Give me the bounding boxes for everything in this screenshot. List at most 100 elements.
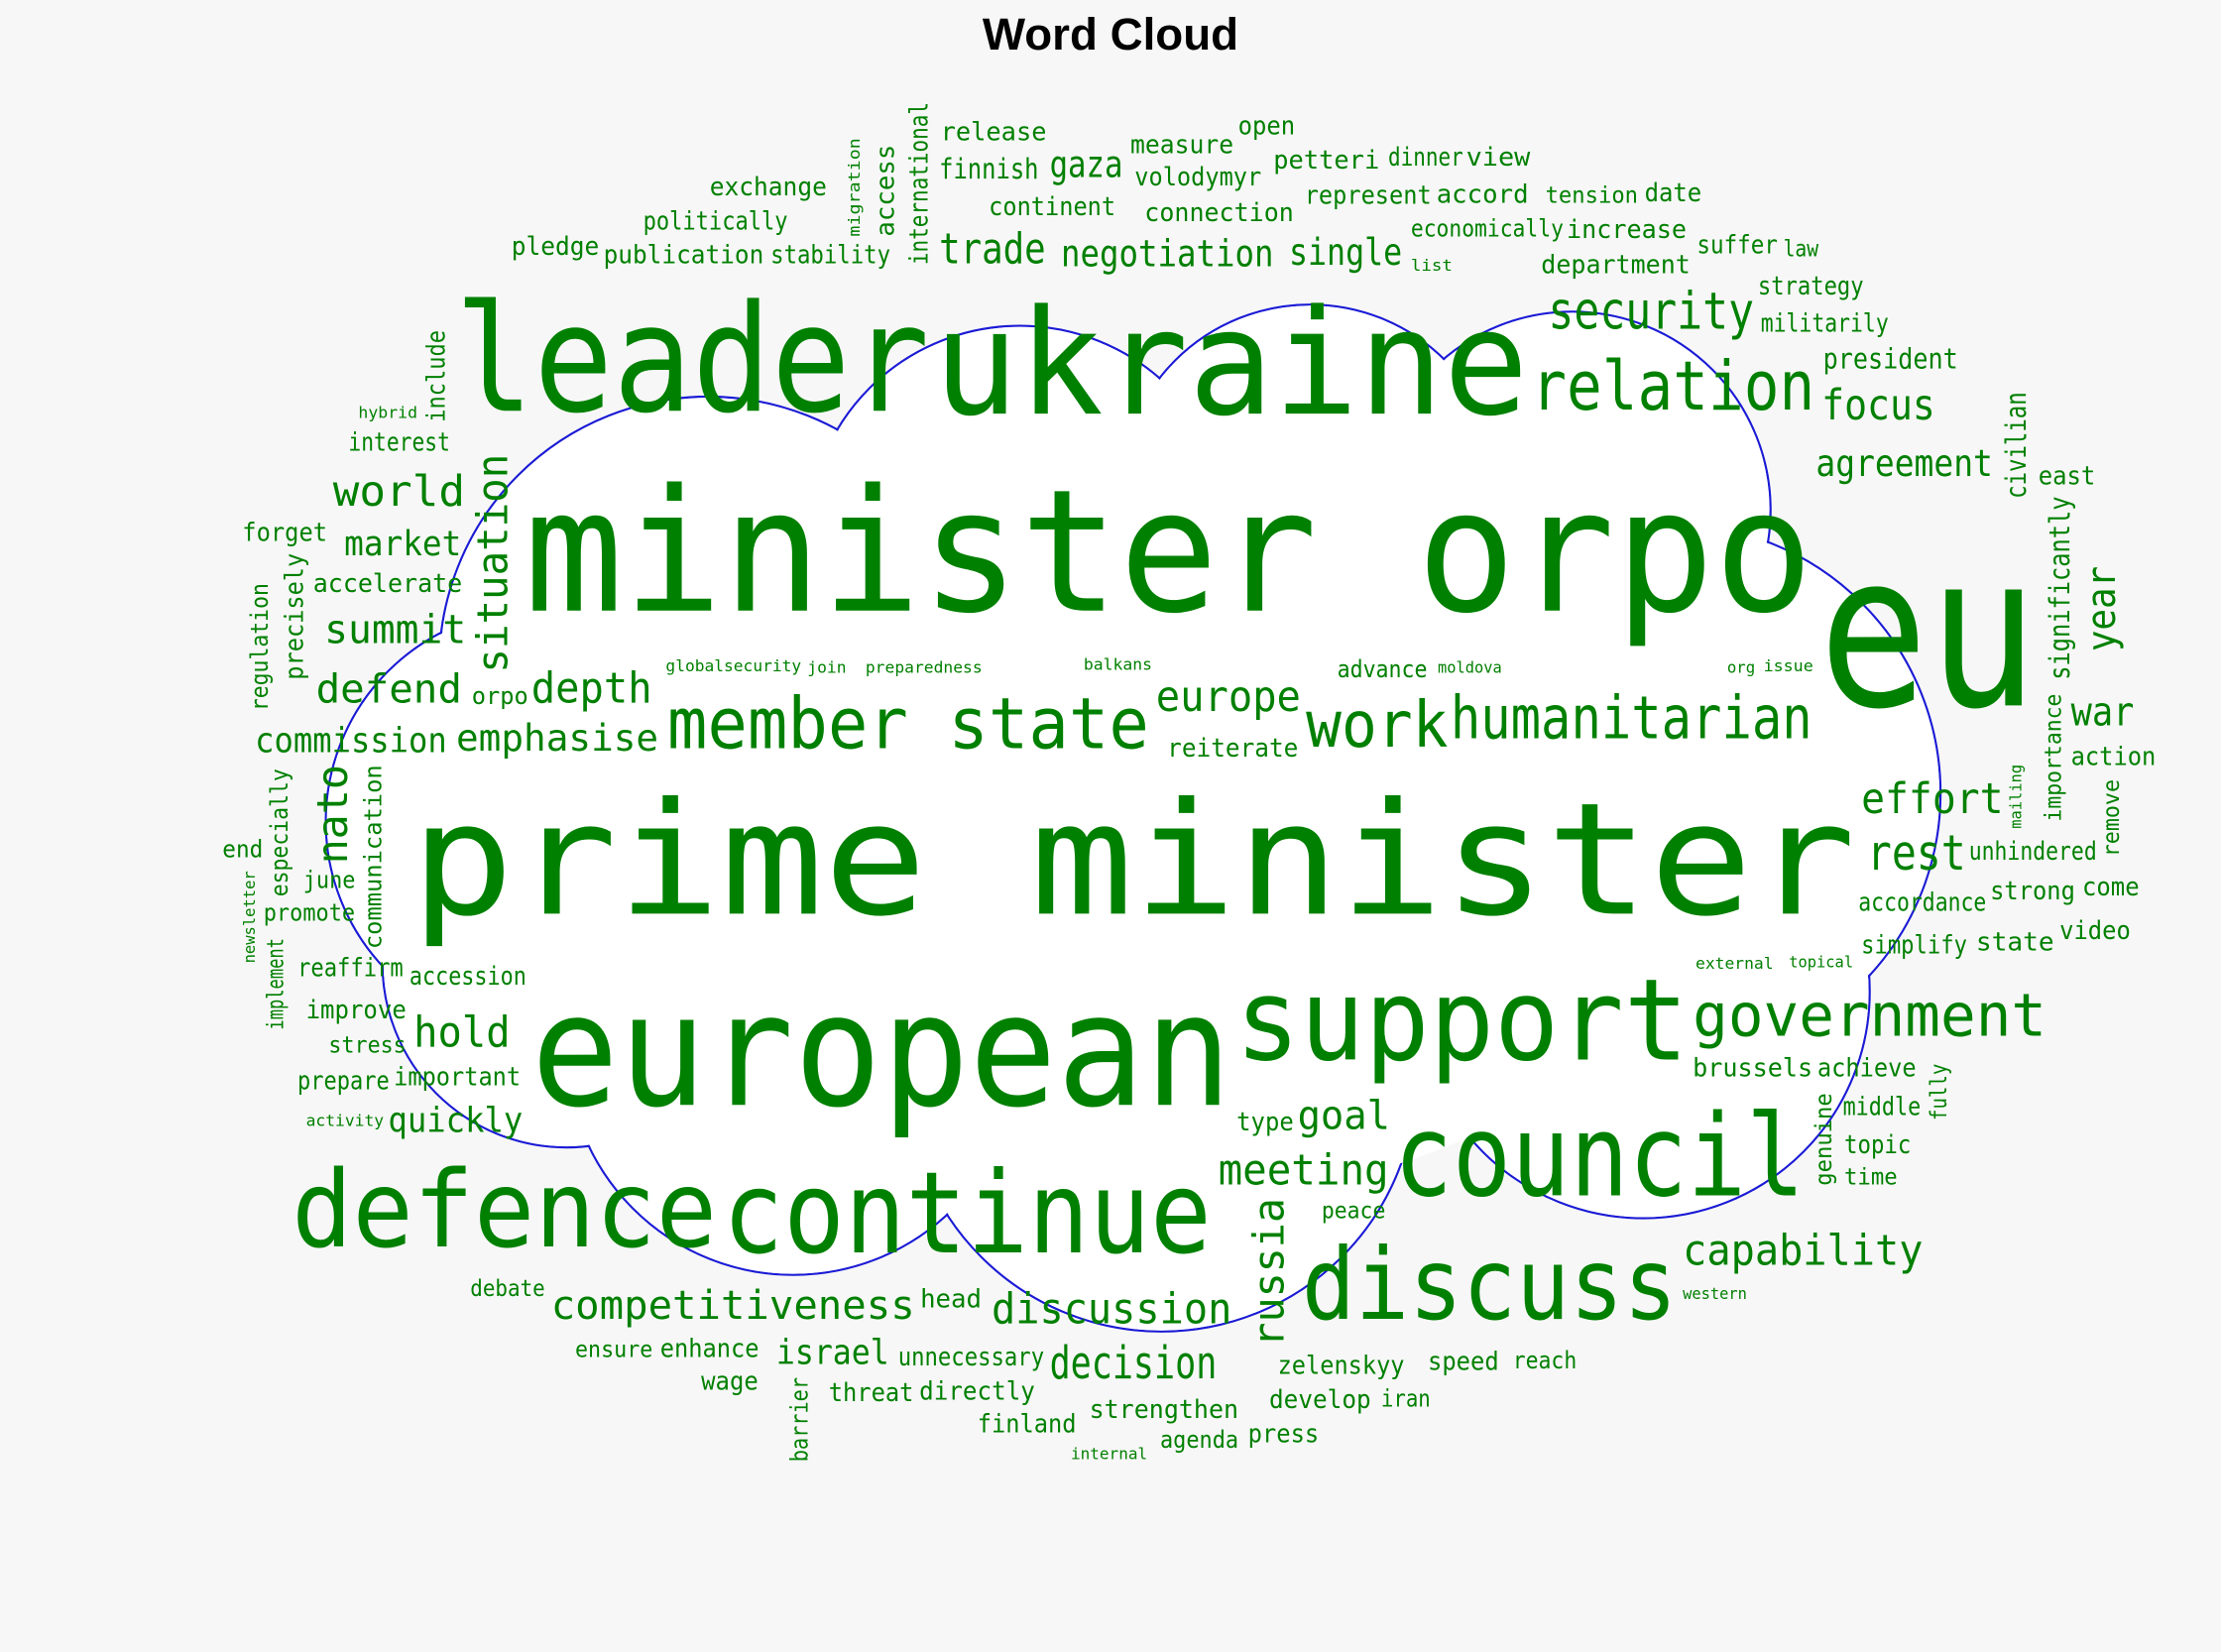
cloud-fill (326, 305, 1939, 1331)
word-quickly: quickly (388, 1101, 524, 1141)
word-communication: communication (360, 765, 390, 950)
word-achieve: achieve (1817, 1053, 1918, 1084)
word-moldova: moldova (1438, 658, 1503, 677)
word-improve: improve (306, 996, 408, 1026)
word-competitiveness: competitiveness (551, 1282, 916, 1330)
word-connection: connection (1144, 198, 1294, 229)
word-member-state: member state (666, 682, 1149, 766)
word-zelenskyy: zelenskyy (1277, 1352, 1405, 1382)
word-topic: topic (1843, 1130, 1911, 1161)
word-time: time (1843, 1162, 1897, 1190)
word-threat: threat (828, 1377, 914, 1408)
word-year: year (2078, 565, 2126, 652)
word-meeting: meeting (1218, 1145, 1389, 1196)
word-significantly: significantly (2042, 496, 2077, 680)
word-nato: nato (307, 765, 358, 865)
word-capability: capability (1682, 1227, 1924, 1277)
word-accord: accord (1436, 179, 1529, 210)
chart-title: Word Cloud (982, 8, 1239, 59)
word-accession: accession (409, 961, 526, 992)
cloud-body (537, 438, 1728, 1205)
word-promote: promote (264, 899, 356, 929)
word-june: june (303, 867, 357, 895)
word-rest: rest (1866, 826, 1966, 884)
word-europe: europe (1155, 672, 1301, 723)
word-stability: stability (770, 241, 891, 272)
word-debate: debate (470, 1275, 546, 1303)
word-strong: strong (1990, 877, 2076, 907)
word-reiterate: reiterate (1167, 733, 1300, 764)
word-stress: stress (328, 1030, 407, 1058)
word-precisely: precisely (280, 552, 310, 680)
word-prime-minister: prime minister (410, 768, 1856, 951)
word-hybrid: hybrid (358, 403, 418, 422)
word-eu: eu (1817, 510, 2038, 757)
word-civilian: civilian (1998, 392, 2033, 500)
word-directly: directly (918, 1376, 1035, 1407)
word-humanitarian: humanitarian (1451, 682, 1813, 753)
word-situation: situation (469, 453, 520, 673)
word-press: press (1247, 1419, 1320, 1450)
word-state: state (1976, 928, 2055, 959)
word-politically: politically (642, 206, 787, 237)
word-agenda: agenda (1159, 1426, 1238, 1455)
word-defend: defend (314, 665, 462, 713)
word-finland: finland (978, 1409, 1078, 1440)
word-include: include (421, 329, 452, 422)
word-finnish: finnish (939, 151, 1039, 186)
word-list: list (1411, 257, 1454, 276)
word-relation: relation (1531, 347, 1815, 427)
word-enhance: enhance (660, 1334, 760, 1364)
word-open: open (1237, 111, 1296, 142)
word-important: important (393, 1062, 521, 1093)
word-dinner: dinner (1387, 143, 1463, 174)
word-volodymyr: volodymyr (1134, 163, 1262, 193)
word-end: end (222, 835, 264, 864)
word-trade: trade (939, 225, 1046, 276)
word-agreement: agreement (1816, 442, 1994, 486)
word-issue: issue (1763, 656, 1813, 676)
word-action: action (2070, 743, 2157, 773)
word-middle: middle (1842, 1091, 1921, 1121)
word-council: council (1394, 1091, 1806, 1224)
word-strengthen: strengthen (1090, 1394, 1239, 1425)
word-date: date (1644, 178, 1702, 209)
word-iran: iran (1380, 1384, 1431, 1414)
word-importance: importance (2040, 693, 2067, 822)
word-speed: speed (1428, 1348, 1499, 1378)
word-external: external (1695, 954, 1775, 973)
word-prepare: prepare (297, 1067, 390, 1098)
word-israel: israel (775, 1333, 889, 1373)
word-internal: internal (1070, 1444, 1148, 1464)
word-access: access (871, 144, 901, 237)
word-accelerate: accelerate (312, 569, 462, 600)
word-continent: continent (989, 192, 1116, 223)
word-publication: publication (603, 240, 764, 271)
word-east: east (2039, 462, 2097, 493)
word-support: support (1235, 954, 1690, 1087)
word-petteri: petteri (1272, 145, 1379, 176)
word-unhindered: unhindered (1968, 836, 2097, 867)
word-commission: commission (255, 721, 448, 762)
word-org: org (1726, 658, 1756, 677)
word-minister-orpo: minister orpo (524, 454, 1813, 652)
word-department: department (1541, 251, 1691, 282)
word-exchange: exchange (709, 173, 827, 203)
word-government: government (1693, 979, 2047, 1049)
word-reaffirm: reaffirm (296, 953, 404, 984)
word-balkans: balkans (1083, 655, 1152, 674)
word-mailing: mailing (2007, 764, 2027, 829)
word-security: security (1548, 284, 1755, 342)
word-increase: increase (1567, 214, 1688, 245)
word-measure: measure (1130, 130, 1234, 161)
word-decision: decision (1049, 1336, 1218, 1391)
word-regulation: regulation (246, 582, 276, 711)
word-militarily: militarily (1761, 307, 1890, 338)
word-wage: wage (701, 1366, 760, 1397)
word-hold: hold (413, 1008, 511, 1059)
word-topical: topical (1789, 953, 1854, 972)
word-economically: economically (1410, 215, 1565, 244)
word-accordance: accordance (1858, 887, 1987, 918)
